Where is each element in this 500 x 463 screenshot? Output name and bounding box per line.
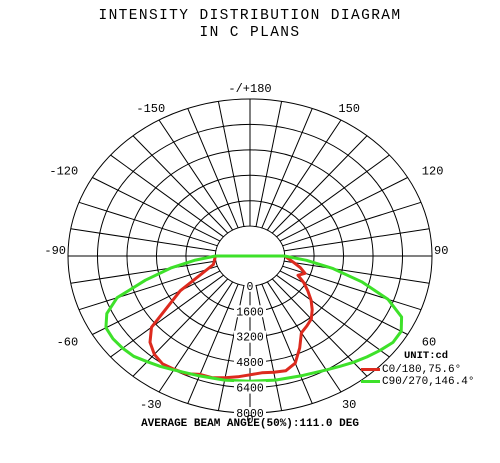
angle-label: -60 <box>57 336 79 350</box>
grid-spoke <box>132 278 229 377</box>
grid-spoke <box>261 283 313 404</box>
average-beam-angle-footer: AVERAGE BEAM ANGLE(50%):111.0 DEG <box>141 418 359 430</box>
legend-item-c90-270: C90/270,146.4° <box>361 376 474 388</box>
angle-label: -90 <box>44 244 66 258</box>
grid-spoke <box>271 278 368 377</box>
radial-label: 6400 <box>236 383 264 396</box>
angle-label: 30 <box>342 398 356 412</box>
grid-spoke <box>276 274 390 358</box>
legend-label-c0-180: C0/180,75.6° <box>382 364 462 376</box>
grid-spoke <box>283 260 430 284</box>
radial-label: 0 <box>247 281 254 294</box>
radial-label-bg <box>234 381 266 394</box>
grid-spoke <box>271 135 368 234</box>
grid-spoke <box>70 260 217 284</box>
grid-spoke <box>92 270 221 335</box>
grid-spoke <box>110 154 224 238</box>
grid-spoke <box>255 101 283 227</box>
legend-item-c0-180: C0/180,75.6° <box>361 364 461 376</box>
grid-spoke <box>266 281 342 393</box>
grid-spoke <box>261 108 313 229</box>
grid-spoke <box>187 283 239 404</box>
radial-label: 3200 <box>236 332 264 345</box>
radial-label-bg <box>244 279 256 292</box>
radial-label: 1600 <box>236 306 264 319</box>
grid-spoke <box>78 201 218 247</box>
radial-label-bg <box>234 330 266 343</box>
grid-spoke <box>110 274 224 358</box>
grid-spoke <box>132 135 229 234</box>
series-line-1 <box>104 254 404 383</box>
radial-label-bg <box>234 407 266 419</box>
angle-label: 120 <box>422 164 444 178</box>
grid-spoke <box>266 119 342 231</box>
series-line-0 <box>148 254 314 380</box>
radial-label-bg <box>234 356 266 369</box>
legend-label-c90-270: C90/270,146.4° <box>382 376 475 388</box>
radial-label: 8000 <box>236 408 264 421</box>
legend-unit-label: UNIT:cd <box>404 350 449 362</box>
angle-label: 150 <box>338 102 360 116</box>
legend-swatch-green <box>361 379 380 383</box>
grid-spoke <box>283 228 430 252</box>
grid-spoke <box>217 101 245 227</box>
grid-spoke <box>276 154 390 238</box>
grid-spoke <box>187 108 239 229</box>
angle-label: -30 <box>140 398 162 412</box>
legend-swatch-red <box>361 367 380 371</box>
grid-spoke <box>70 228 217 252</box>
grid-spoke <box>92 177 221 242</box>
angle-label: 0 <box>246 413 253 427</box>
angle-label: 90 <box>434 244 448 258</box>
grid-spoke <box>78 265 218 311</box>
grid-spoke <box>158 119 234 231</box>
grid-spoke <box>282 201 422 247</box>
radial-label: 4800 <box>236 357 264 370</box>
grid-spoke <box>158 281 234 393</box>
chart-subtitle: IN C PLANS <box>199 25 301 41</box>
angle-label: -/+180 <box>228 82 271 96</box>
angle-label: 60 <box>422 336 436 350</box>
angle-label: -150 <box>136 102 165 116</box>
angle-label: -120 <box>49 164 78 178</box>
chart-title: INTENSITY DISTRIBUTION DIAGRAM <box>98 8 402 24</box>
grid-spoke <box>279 177 408 242</box>
radial-label-bg <box>234 305 266 318</box>
